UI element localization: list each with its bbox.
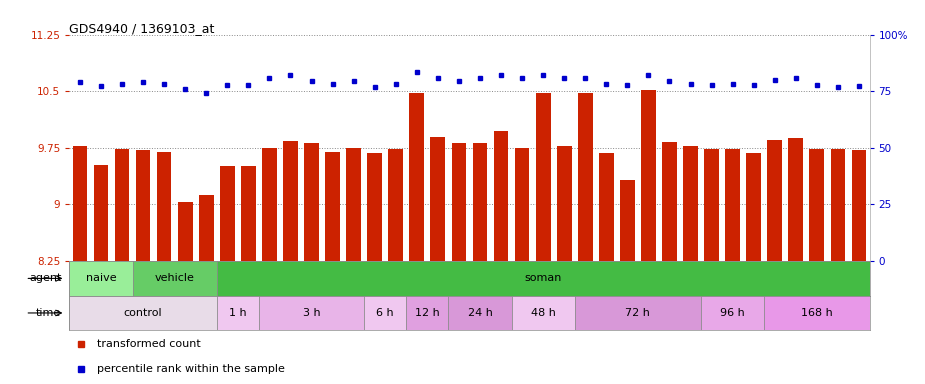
Bar: [136, 150, 151, 261]
Bar: [72, 146, 87, 261]
Bar: [451, 143, 466, 261]
Bar: [430, 137, 445, 261]
Bar: [220, 166, 235, 261]
Bar: [746, 153, 761, 261]
Bar: [662, 142, 677, 261]
Bar: [178, 202, 192, 261]
Bar: [69, 261, 132, 296]
Bar: [764, 296, 870, 330]
Bar: [494, 131, 509, 261]
Bar: [367, 153, 382, 261]
Bar: [326, 152, 340, 261]
Text: control: control: [124, 308, 163, 318]
Bar: [514, 148, 529, 261]
Bar: [406, 296, 449, 330]
Bar: [578, 93, 593, 261]
Bar: [809, 149, 824, 261]
Bar: [115, 149, 130, 261]
Bar: [684, 146, 697, 261]
Bar: [216, 261, 870, 296]
Bar: [725, 149, 740, 261]
Text: agent: agent: [29, 273, 61, 283]
Bar: [69, 296, 216, 330]
Bar: [156, 152, 171, 261]
Text: 72 h: 72 h: [625, 308, 650, 318]
Text: soman: soman: [524, 273, 561, 283]
Text: GDS4940 / 1369103_at: GDS4940 / 1369103_at: [69, 22, 215, 35]
Bar: [259, 296, 364, 330]
Bar: [241, 166, 255, 261]
Text: 48 h: 48 h: [531, 308, 556, 318]
Text: transformed count: transformed count: [97, 339, 201, 349]
Bar: [641, 90, 656, 261]
Text: 96 h: 96 h: [721, 308, 745, 318]
Bar: [304, 142, 319, 261]
Bar: [831, 149, 845, 261]
Text: 12 h: 12 h: [415, 308, 439, 318]
Text: 3 h: 3 h: [302, 308, 320, 318]
Bar: [93, 165, 108, 261]
Text: 24 h: 24 h: [467, 308, 492, 318]
Bar: [388, 149, 403, 261]
Bar: [283, 141, 298, 261]
Bar: [788, 138, 803, 261]
Bar: [536, 93, 550, 261]
Bar: [701, 296, 764, 330]
Text: time: time: [36, 308, 61, 318]
Bar: [598, 153, 613, 261]
Bar: [620, 180, 635, 261]
Bar: [473, 142, 487, 261]
Bar: [410, 93, 425, 261]
Bar: [364, 296, 406, 330]
Bar: [852, 150, 867, 261]
Text: naive: naive: [86, 273, 117, 283]
Bar: [346, 148, 361, 261]
Text: vehicle: vehicle: [154, 273, 194, 283]
Bar: [216, 296, 259, 330]
Bar: [449, 296, 512, 330]
Text: 1 h: 1 h: [229, 308, 247, 318]
Bar: [557, 146, 572, 261]
Bar: [768, 139, 783, 261]
Bar: [512, 296, 574, 330]
Text: 168 h: 168 h: [801, 308, 832, 318]
Text: percentile rank within the sample: percentile rank within the sample: [97, 364, 285, 374]
Bar: [704, 149, 719, 261]
Bar: [262, 148, 277, 261]
Bar: [132, 261, 216, 296]
Text: 6 h: 6 h: [376, 308, 394, 318]
Bar: [199, 195, 214, 261]
Bar: [574, 296, 701, 330]
